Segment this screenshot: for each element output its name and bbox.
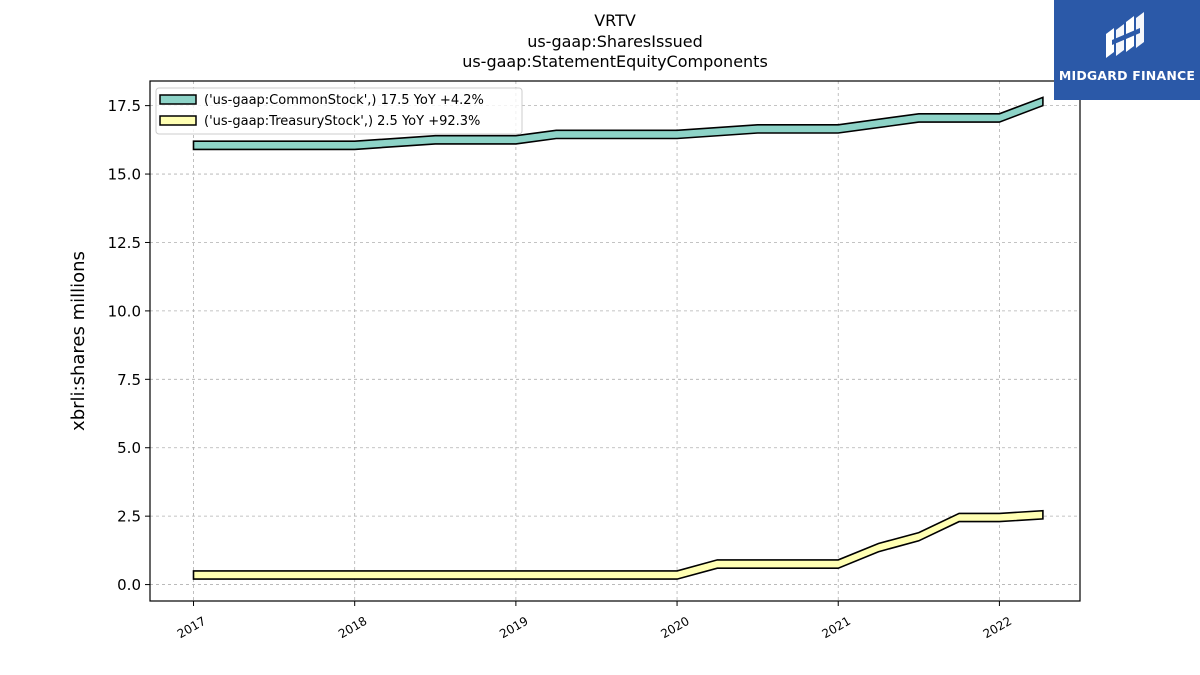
y-axis-ticks: 0.0 2.5 5.0 7.5 10.0 12.5 15.0 17.5 bbox=[108, 97, 150, 594]
y-tick-label: 12.5 bbox=[108, 234, 141, 252]
chart-title-line-1: VRTV bbox=[594, 11, 636, 30]
plot-frame bbox=[149, 80, 1081, 602]
x-axis-ticks: 2017 2018 2019 2020 2021 2022 bbox=[175, 601, 1014, 641]
y-tick-label: 17.5 bbox=[108, 97, 141, 115]
legend: ('us-gaap:CommonStock',) 17.5 YoY +4.2% … bbox=[155, 87, 523, 135]
x-tick-label: 2017 bbox=[175, 614, 208, 641]
y-tick-label: 15.0 bbox=[108, 166, 141, 184]
legend-label-treasury-stock: ('us-gaap:TreasuryStock',) 2.5 YoY +92.3… bbox=[204, 114, 480, 129]
logo-text: MIDGARD FINANCE bbox=[1058, 68, 1196, 83]
chart-title-line-2: us-gaap:SharesIssued bbox=[527, 32, 703, 51]
legend-swatch-common-stock bbox=[159, 94, 197, 105]
legend-box bbox=[155, 87, 523, 135]
legend-swatch-treasury-stock bbox=[159, 115, 197, 126]
y-tick-label: 5.0 bbox=[117, 439, 141, 457]
series-bands bbox=[192, 96, 1044, 580]
x-tick-label: 2022 bbox=[981, 614, 1014, 641]
y-axis-label: xbrli:shares millions bbox=[68, 251, 89, 431]
x-tick-label: 2018 bbox=[336, 614, 369, 641]
series-band-0 bbox=[192, 96, 1044, 151]
chart-title-line-3: us-gaap:StatementEquityComponents bbox=[462, 52, 768, 71]
x-tick-label: 2020 bbox=[658, 614, 691, 641]
legend-label-common-stock: ('us-gaap:CommonStock',) 17.5 YoY +4.2% bbox=[204, 93, 484, 108]
y-tick-label: 2.5 bbox=[117, 508, 141, 526]
y-tick-label: 0.0 bbox=[117, 576, 141, 594]
y-tick-label: 7.5 bbox=[117, 371, 141, 389]
y-tick-label: 10.0 bbox=[108, 302, 141, 320]
series-band-1 bbox=[192, 509, 1044, 580]
x-tick-label: 2019 bbox=[497, 614, 530, 641]
x-tick-label: 2021 bbox=[820, 614, 853, 641]
midgard-finance-logo: MIDGARD FINANCE bbox=[1054, 0, 1200, 100]
logo-mark-icon bbox=[1106, 12, 1144, 58]
